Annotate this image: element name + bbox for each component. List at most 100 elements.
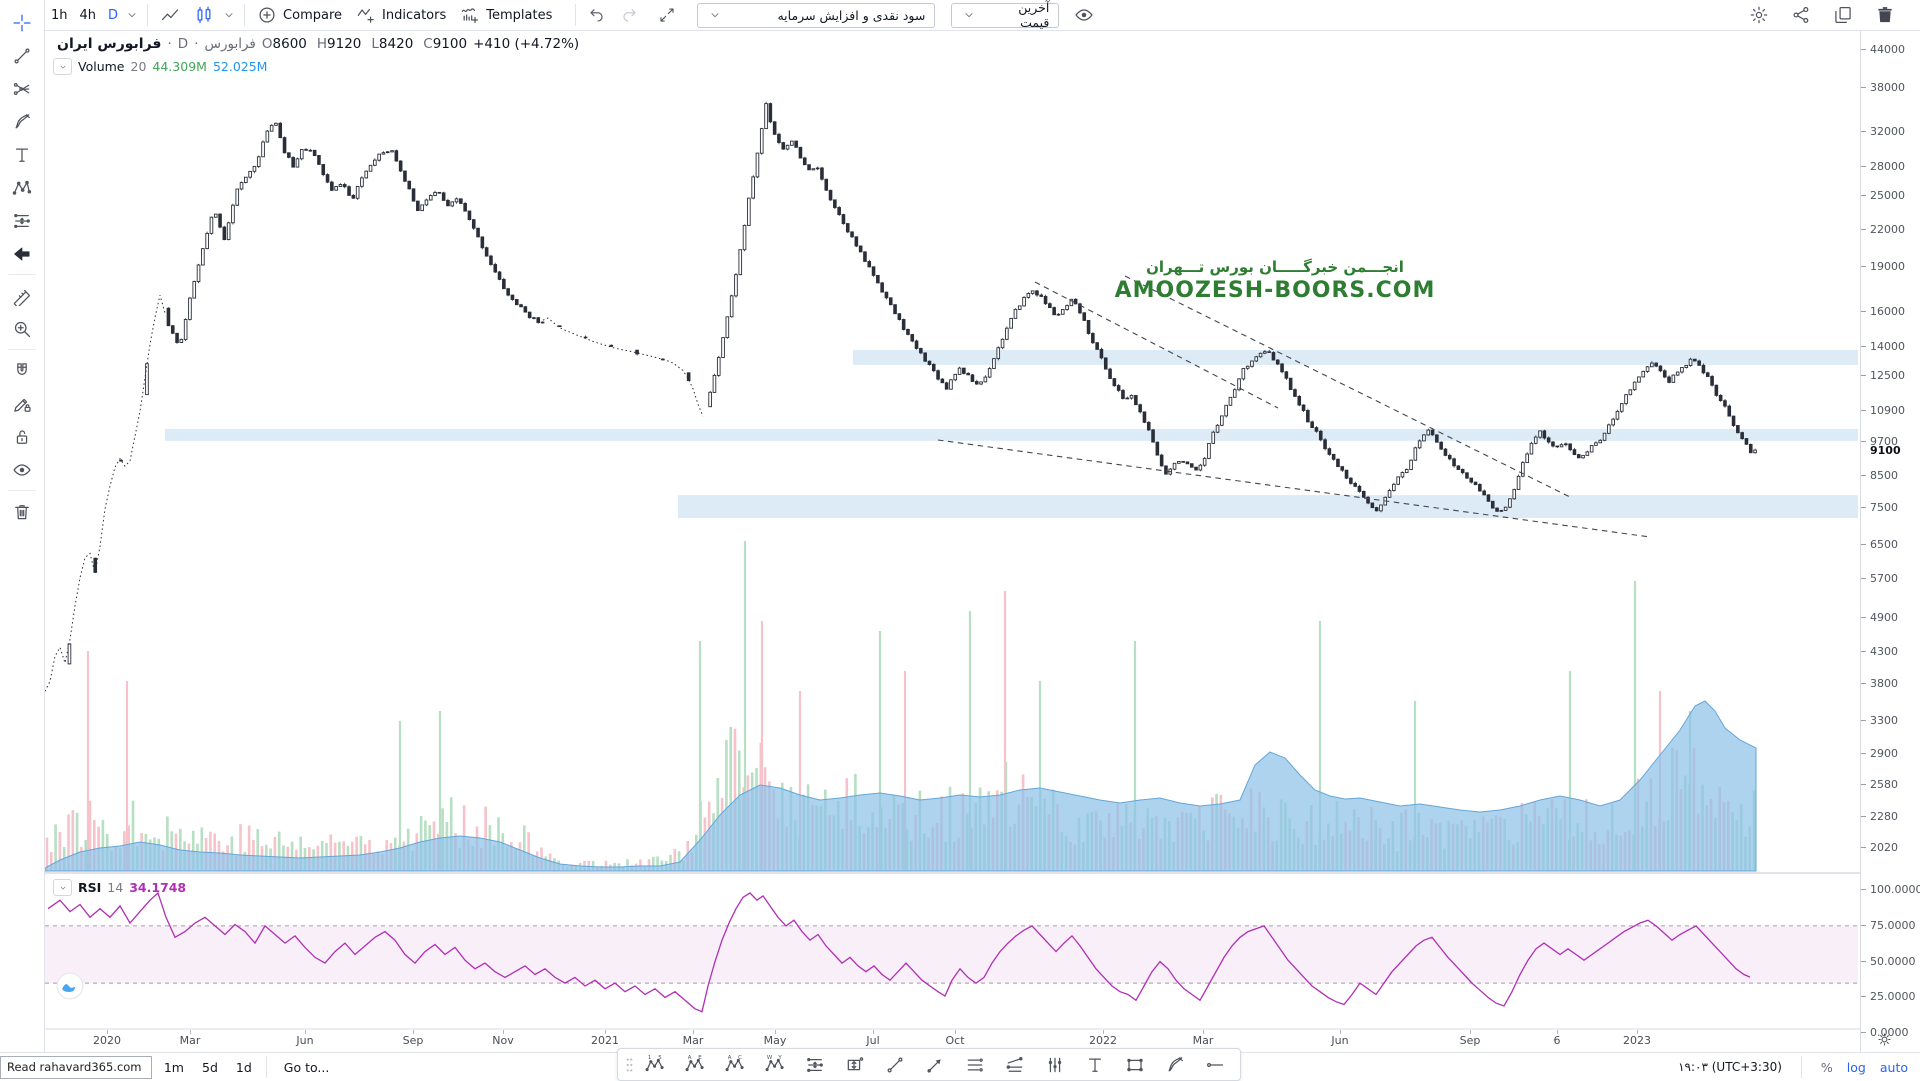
trend-line-tool[interactable] xyxy=(875,1050,915,1079)
templates-icon xyxy=(460,5,480,25)
remove-all-drawings-button[interactable] xyxy=(5,495,39,528)
compare-button[interactable]: Compare xyxy=(250,0,349,30)
vertical-lines-tool[interactable] xyxy=(1035,1050,1075,1079)
measure-tool[interactable] xyxy=(5,279,39,312)
svg-text:Y: Y xyxy=(777,1055,782,1061)
padlock-icon xyxy=(12,427,32,447)
trend-line-icon xyxy=(12,46,32,66)
log-scale-button[interactable]: log xyxy=(1846,1059,1866,1075)
interval-button-1h[interactable]: 1h xyxy=(51,7,68,23)
price-tick-label: 2580 xyxy=(1870,778,1898,791)
hide-all-drawings-button[interactable] xyxy=(5,453,39,486)
drag-handle[interactable] xyxy=(623,1054,635,1076)
time-axis[interactable]: 2020 Mar Jun Sep Nov 2021 Mar May Jul Oct 2022 Mar J… xyxy=(45,1030,1860,1052)
range-button-1m[interactable]: 1m xyxy=(163,1059,184,1075)
volume-legend[interactable]: Volume 20 44.309M 52.025M xyxy=(53,58,267,75)
forecast-tool[interactable] xyxy=(5,204,39,237)
theme-toggle-button[interactable] xyxy=(1876,1031,1893,1052)
rectangle-tool[interactable] xyxy=(1115,1050,1155,1079)
fullscreen-button[interactable] xyxy=(651,0,683,30)
range-button-1d[interactable]: 1d xyxy=(235,1059,252,1075)
time-tick xyxy=(503,1030,504,1034)
symbol-legend[interactable]: فرابورس ایران · D · فرابورس O8600 H9120 L8… xyxy=(57,36,579,52)
trend-line-tool[interactable] xyxy=(5,39,39,72)
goto-button[interactable]: Go to... xyxy=(283,1059,330,1075)
provider-logo-button[interactable] xyxy=(56,972,84,1004)
interval-button-D[interactable]: D xyxy=(108,7,119,23)
share-button[interactable] xyxy=(1780,0,1822,30)
eye-icon xyxy=(1074,5,1094,25)
axis-tick xyxy=(1861,544,1866,545)
xabcd-pattern-tool[interactable] xyxy=(5,171,39,204)
visibility-button[interactable] xyxy=(1067,0,1101,30)
axis-tick xyxy=(1861,410,1866,411)
gear-icon xyxy=(1749,5,1769,25)
chart-style-line-button[interactable] xyxy=(153,0,187,30)
undo-button[interactable] xyxy=(581,0,613,30)
axis-tick xyxy=(1861,651,1866,652)
text-tool[interactable] xyxy=(5,138,39,171)
rsi-tick-label: 25.0000 xyxy=(1870,990,1916,1003)
horizontal-ray-tool[interactable] xyxy=(1195,1050,1235,1079)
rsi-collapse-button[interactable] xyxy=(53,879,72,896)
auto-scale-button[interactable]: auto xyxy=(1879,1059,1908,1075)
price-tick-label: 6500 xyxy=(1870,538,1898,551)
arrow-marker-tool[interactable] xyxy=(5,237,39,270)
text-tool[interactable] xyxy=(1075,1050,1115,1079)
lock-all-drawings-button[interactable] xyxy=(5,420,39,453)
range-button-5d[interactable]: 5d xyxy=(202,1059,218,1075)
divider xyxy=(8,490,36,491)
axis-tick xyxy=(1861,311,1866,312)
settings-button[interactable] xyxy=(1738,0,1780,30)
time-tick-label: Sep xyxy=(402,1034,424,1047)
crosshair-tool[interactable] xyxy=(5,6,39,39)
svg-text:W: W xyxy=(767,1055,773,1061)
events-dropdown[interactable]: سود نقدی و افزایش سرمایه xyxy=(697,2,936,28)
time-tick xyxy=(107,1030,108,1034)
interval-menu-chevron-icon[interactable] xyxy=(124,7,142,23)
rsi-legend[interactable]: RSI 14 34.1748 xyxy=(53,879,186,896)
volume-collapse-button[interactable] xyxy=(53,58,72,75)
brush-tool[interactable] xyxy=(1155,1050,1195,1079)
price-mode-dropdown[interactable]: آخرین قیمت xyxy=(951,0,1060,30)
symbol-title: فرابورس ایران xyxy=(57,36,162,52)
rsi-tick-label: 75.0000 xyxy=(1870,919,1916,932)
price-tick-label: 4900 xyxy=(1870,611,1898,624)
pitchfork-tool[interactable] xyxy=(5,72,39,105)
svg-text:E: E xyxy=(698,1055,702,1061)
indicators-button[interactable]: Indicators xyxy=(349,0,453,30)
arrow-marker-tool[interactable] xyxy=(915,1050,955,1079)
time-tick-label: Nov xyxy=(492,1034,514,1047)
price-axis[interactable]: 44000 38000 32000 28000 25000 22000 19000 16000… xyxy=(1860,30,1920,1052)
magnet-mode-button[interactable] xyxy=(5,354,39,387)
zoom-in-tool[interactable] xyxy=(5,312,39,345)
layouts-button[interactable] xyxy=(1822,0,1864,30)
redo-button[interactable] xyxy=(613,0,645,30)
percent-scale-button[interactable]: % xyxy=(1820,1059,1833,1075)
disjoint-channel-tool[interactable] xyxy=(995,1050,1035,1079)
sparse-price-line xyxy=(542,317,704,417)
interval-button-4h[interactable]: 4h xyxy=(79,7,97,23)
candles xyxy=(67,101,1757,665)
templates-button[interactable]: Templates xyxy=(453,0,559,30)
ohlc-field: H9120 xyxy=(316,36,362,52)
chart-style-candles-button[interactable] xyxy=(187,0,221,30)
time-tick-label: Mar xyxy=(1192,1034,1214,1047)
divider xyxy=(8,349,36,350)
brush-tool[interactable] xyxy=(5,105,39,138)
chart-style-chevron-icon[interactable] xyxy=(221,7,239,23)
drawing-mode-lock-button[interactable] xyxy=(5,387,39,420)
date-price-range-tool[interactable] xyxy=(835,1050,875,1079)
delete-button[interactable] xyxy=(1864,0,1906,30)
axis-tick xyxy=(1861,507,1866,508)
axis-tick xyxy=(1861,925,1866,926)
clock[interactable]: ۱۹:۰۳ (UTC+3:30) xyxy=(1678,1060,1782,1074)
parallel-channel-tool[interactable] xyxy=(955,1050,995,1079)
pencil-lock-icon xyxy=(12,394,32,414)
long-position-tool[interactable] xyxy=(795,1050,835,1079)
